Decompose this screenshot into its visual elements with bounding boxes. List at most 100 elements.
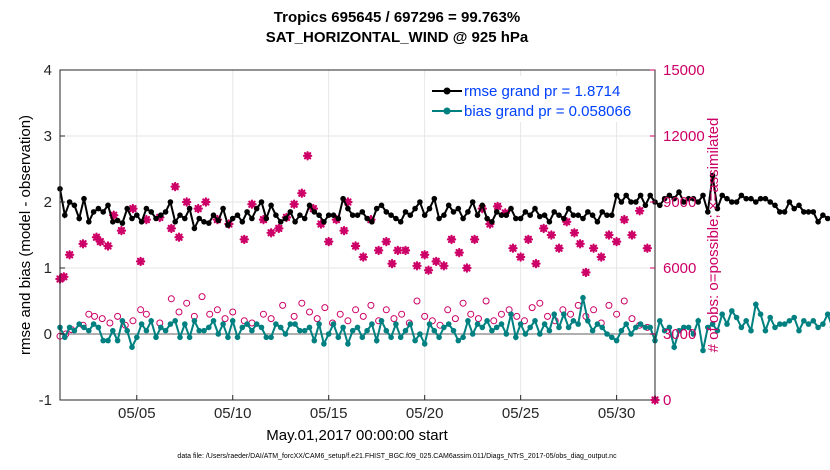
obs-assimilated-point [247,199,257,209]
bias-point [412,337,418,344]
obs-assimilated-point [387,258,397,269]
y-right-tick-label: 0 [663,392,671,409]
bias-point [609,334,615,341]
obs-assimilated-point [642,243,653,253]
bias-point [479,324,486,331]
bias-point [301,327,308,334]
y-axis-label-left: rmse and bias (model - observation) [17,115,34,355]
rmse-point [537,213,543,220]
obs-assimilated-point [596,252,606,262]
bias-point [196,327,202,334]
obs-possible-point [129,317,137,325]
bias-point [134,334,140,341]
rmse-point [743,195,749,202]
bias-point [206,324,212,331]
bias-point [345,341,351,347]
bias-point [244,321,250,327]
rmse-point [244,209,250,215]
rmse-point [484,215,490,222]
bias-point [417,331,423,337]
rmse-point [594,219,601,225]
bias-point [777,321,783,327]
bias-point [186,334,193,341]
rmse-point [196,215,202,222]
obs-possible-point [313,315,321,323]
bias-point [786,318,793,324]
bias-point [676,327,682,334]
rmse-point [738,192,745,199]
chart-title: Tropics 695645 / 697296 = 99.763% [274,9,520,26]
x-tick-label: 05/25 [502,405,540,422]
rmse-point [253,205,260,212]
obs-possible-point [298,299,306,307]
bias-point [719,311,725,318]
rmse-point [767,199,773,205]
x-tick-label: 05/30 [598,405,636,422]
bias-point [124,327,130,334]
bias-point [743,318,749,324]
bias-point [522,331,529,337]
rmse-point [527,212,533,218]
bias-point [508,311,514,318]
bias-point [253,321,260,327]
bias-point [225,334,231,341]
obs-possible-point [114,312,122,320]
obs-possible-point [137,306,145,314]
rmse-point [690,195,697,202]
rmse-point [465,209,471,215]
obs-assimilated-point [174,232,184,242]
legend-rmse-marker [443,87,451,95]
rmse-point [105,202,111,209]
y-right-tick-label: 12000 [663,128,705,145]
rmse-point [325,212,332,218]
obs-assimilated-point [59,272,69,282]
bias-point [551,311,557,318]
rmse-point [618,199,625,205]
bias-point [517,321,524,327]
bias-point [724,321,730,327]
rmse-point [182,215,188,222]
bias-point [791,314,797,321]
rmse-point [100,209,106,215]
bias-point [378,318,385,324]
obs-assimilated-point [95,236,106,247]
rmse-point [431,195,438,202]
bias-point [340,324,346,331]
obs-possible-point [142,310,150,318]
obs-assimilated-point [431,256,441,267]
bias-point [599,324,605,331]
rmse-point [191,225,198,232]
bias-point [527,324,533,331]
rmse-point [681,199,687,205]
bias-point [585,318,591,324]
rmse-point [498,212,505,218]
rmse-point [709,172,716,179]
rmse-point [134,212,140,218]
bias-point [119,318,126,324]
obs-possible-point [413,297,421,305]
bias-point [781,321,788,327]
bias-point [805,321,812,327]
bias-point [633,324,639,331]
y-tick-label: 1 [44,260,52,277]
bias-point [90,321,97,327]
bias-point [100,337,106,344]
obs-assimilated-point [297,188,307,198]
obs-assimilated-point [508,243,518,253]
rmse-point [575,212,581,218]
bias-point [460,334,466,341]
y-tick-label: 4 [44,62,52,79]
y-right-tick-label: 3000 [663,326,696,343]
obs-assimilated-point [419,250,430,260]
bias-point [748,327,754,334]
obs-assimilated-point [611,236,622,247]
rmse-point [393,215,399,222]
bias-point [220,321,226,327]
obs-assimilated-point [103,241,113,251]
bias-point [729,308,735,314]
bias-point [397,334,404,341]
legend-box [425,76,651,122]
obs-possible-point [240,317,248,325]
obs-possible-point [567,310,575,318]
